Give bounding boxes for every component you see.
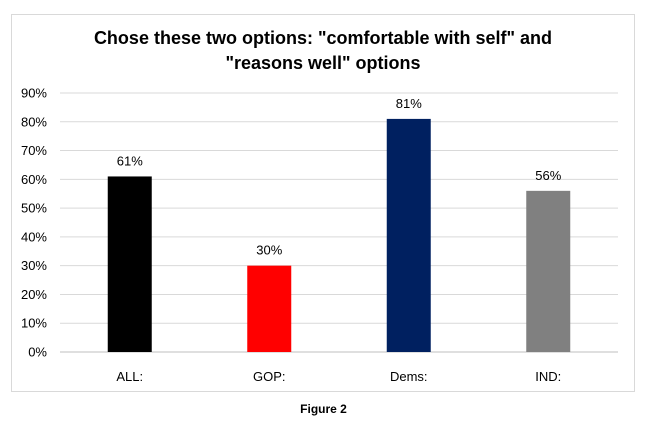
data-label: 81% (396, 96, 422, 111)
y-tick-label: 50% (21, 201, 47, 216)
data-label: 56% (535, 168, 561, 183)
y-tick-label: 20% (21, 287, 47, 302)
bar-chart: Chose these two options: "comfortable wi… (21, 28, 618, 384)
y-tick-label: 80% (21, 114, 47, 129)
gridlines (60, 92, 618, 353)
bar (386, 118, 431, 353)
chart-title-line: "reasons well" options (225, 53, 420, 73)
y-tick-label: 10% (21, 316, 47, 331)
data-labels: 61% 30% 81% 56% (117, 96, 562, 258)
bar (247, 265, 292, 352)
category-label: Dems: (390, 369, 428, 384)
y-tick-label: 40% (21, 229, 47, 244)
chart-title-line: Chose these two options: "comfortable wi… (94, 28, 552, 48)
category-label: IND: (535, 369, 561, 384)
category-labels: ALL: GOP: Dems: IND: (116, 369, 561, 384)
category-label: ALL: (116, 369, 143, 384)
y-tick-label: 60% (21, 172, 47, 187)
data-label: 61% (117, 153, 143, 168)
data-label: 30% (256, 243, 282, 258)
bars (107, 118, 571, 353)
figure-caption: Figure 2 (300, 402, 347, 416)
y-axis-tick-labels: 0% 10% 20% 30% 40% 50% 60% 70% 80% 90% (21, 86, 47, 360)
y-tick-label: 70% (21, 143, 47, 158)
y-tick-label: 0% (28, 345, 47, 360)
y-tick-label: 30% (21, 258, 47, 273)
chart-title: Chose these two options: "comfortable wi… (94, 28, 552, 73)
bar (107, 176, 152, 352)
category-label: GOP: (253, 369, 286, 384)
bar (526, 190, 571, 352)
y-tick-label: 90% (21, 86, 47, 101)
